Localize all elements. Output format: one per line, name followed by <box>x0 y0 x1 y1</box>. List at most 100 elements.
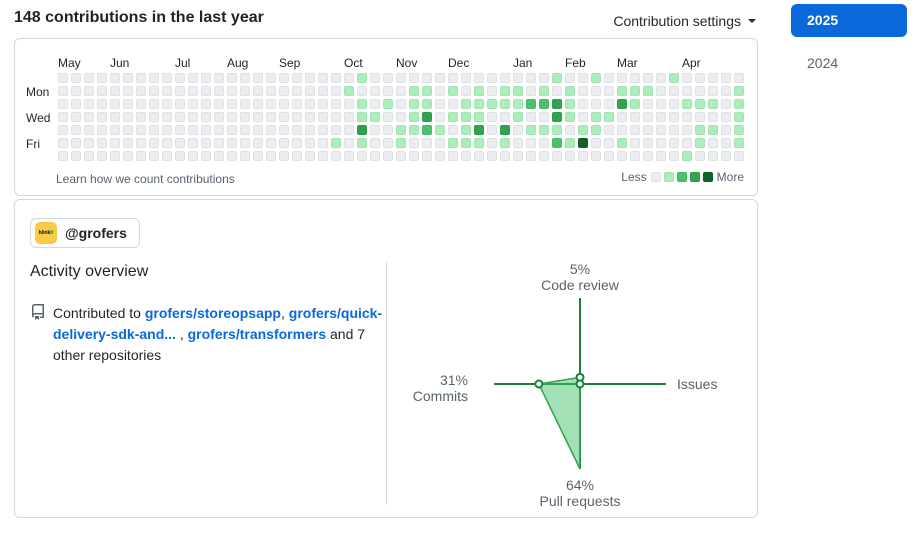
contribution-cell[interactable] <box>474 73 484 83</box>
contribution-cell[interactable] <box>721 73 731 83</box>
contribution-cell[interactable] <box>58 86 68 96</box>
contribution-cell[interactable] <box>344 73 354 83</box>
contribution-cell[interactable] <box>227 99 237 109</box>
contribution-cell[interactable] <box>591 112 601 122</box>
contribution-cell[interactable] <box>97 99 107 109</box>
contribution-cell[interactable] <box>188 125 198 135</box>
contribution-cell[interactable] <box>214 112 224 122</box>
contribution-cell[interactable] <box>331 151 341 161</box>
contribution-cell[interactable] <box>331 138 341 148</box>
contribution-cell[interactable] <box>149 151 159 161</box>
contribution-cell[interactable] <box>513 151 523 161</box>
contribution-cell[interactable] <box>123 86 133 96</box>
contribution-cell[interactable] <box>357 125 367 135</box>
year-item-2024[interactable]: 2024 <box>807 55 839 71</box>
contribution-cell[interactable] <box>604 73 614 83</box>
contribution-cell[interactable] <box>84 138 94 148</box>
contribution-cell[interactable] <box>422 73 432 83</box>
contribution-cell[interactable] <box>396 73 406 83</box>
contribution-cell[interactable] <box>552 125 562 135</box>
contribution-cell[interactable] <box>110 138 120 148</box>
contribution-cell[interactable] <box>370 151 380 161</box>
contribution-cell[interactable] <box>253 138 263 148</box>
contribution-cell[interactable] <box>292 86 302 96</box>
contribution-cell[interactable] <box>578 125 588 135</box>
contribution-cell[interactable] <box>552 138 562 148</box>
contribution-cell[interactable] <box>643 138 653 148</box>
contribution-cell[interactable] <box>58 138 68 148</box>
contribution-cell[interactable] <box>409 86 419 96</box>
contribution-cell[interactable] <box>630 73 640 83</box>
repo-link[interactable]: grofers/storeopsapp <box>144 305 281 321</box>
contribution-cell[interactable] <box>500 112 510 122</box>
contribution-cell[interactable] <box>539 99 549 109</box>
contribution-cell[interactable] <box>318 73 328 83</box>
contribution-cell[interactable] <box>292 125 302 135</box>
contribution-cell[interactable] <box>58 99 68 109</box>
contribution-cell[interactable] <box>266 99 276 109</box>
contribution-cell[interactable] <box>71 125 81 135</box>
contribution-cell[interactable] <box>721 86 731 96</box>
contribution-cell[interactable] <box>552 151 562 161</box>
contribution-cell[interactable] <box>383 86 393 96</box>
contribution-cell[interactable] <box>435 86 445 96</box>
contribution-cell[interactable] <box>318 86 328 96</box>
contribution-cell[interactable] <box>214 73 224 83</box>
contribution-cell[interactable] <box>435 138 445 148</box>
contribution-cell[interactable] <box>461 138 471 148</box>
contribution-cell[interactable] <box>539 138 549 148</box>
contribution-cell[interactable] <box>331 112 341 122</box>
contribution-cell[interactable] <box>370 112 380 122</box>
contribution-cell[interactable] <box>110 112 120 122</box>
contribution-cell[interactable] <box>513 86 523 96</box>
contribution-settings-dropdown[interactable]: Contribution settings <box>613 13 756 29</box>
contribution-cell[interactable] <box>175 73 185 83</box>
contribution-cell[interactable] <box>487 86 497 96</box>
contribution-cell[interactable] <box>84 112 94 122</box>
contribution-cell[interactable] <box>552 99 562 109</box>
contribution-cell[interactable] <box>500 99 510 109</box>
contribution-cell[interactable] <box>526 151 536 161</box>
contribution-cell[interactable] <box>292 112 302 122</box>
contribution-cell[interactable] <box>136 151 146 161</box>
contribution-cell[interactable] <box>227 125 237 135</box>
contribution-cell[interactable] <box>253 125 263 135</box>
contribution-cell[interactable] <box>136 86 146 96</box>
contribution-cell[interactable] <box>123 112 133 122</box>
contribution-cell[interactable] <box>630 151 640 161</box>
contribution-cell[interactable] <box>279 99 289 109</box>
contribution-cell[interactable] <box>721 112 731 122</box>
contribution-cell[interactable] <box>396 99 406 109</box>
contribution-cell[interactable] <box>604 125 614 135</box>
contribution-cell[interactable] <box>604 112 614 122</box>
contribution-cell[interactable] <box>734 125 744 135</box>
contribution-cell[interactable] <box>97 151 107 161</box>
contribution-cell[interactable] <box>305 125 315 135</box>
contribution-cell[interactable] <box>84 151 94 161</box>
contribution-cell[interactable] <box>513 138 523 148</box>
contribution-cell[interactable] <box>279 138 289 148</box>
contribution-cell[interactable] <box>409 151 419 161</box>
contribution-cell[interactable] <box>162 151 172 161</box>
contribution-cell[interactable] <box>552 112 562 122</box>
contribution-cell[interactable] <box>149 112 159 122</box>
contribution-cell[interactable] <box>305 112 315 122</box>
contribution-cell[interactable] <box>97 73 107 83</box>
contribution-cell[interactable] <box>253 99 263 109</box>
contribution-cell[interactable] <box>253 112 263 122</box>
contribution-cell[interactable] <box>188 112 198 122</box>
contribution-cell[interactable] <box>266 112 276 122</box>
contribution-cell[interactable] <box>370 73 380 83</box>
contribution-cell[interactable] <box>643 125 653 135</box>
contribution-cell[interactable] <box>708 73 718 83</box>
contribution-cell[interactable] <box>682 151 692 161</box>
contribution-cell[interactable] <box>513 99 523 109</box>
contribution-cell[interactable] <box>331 86 341 96</box>
contribution-cell[interactable] <box>331 73 341 83</box>
contribution-cell[interactable] <box>305 99 315 109</box>
contribution-cell[interactable] <box>84 125 94 135</box>
contribution-cell[interactable] <box>149 86 159 96</box>
contribution-cell[interactable] <box>71 138 81 148</box>
contribution-cell[interactable] <box>292 99 302 109</box>
contribution-cell[interactable] <box>227 73 237 83</box>
